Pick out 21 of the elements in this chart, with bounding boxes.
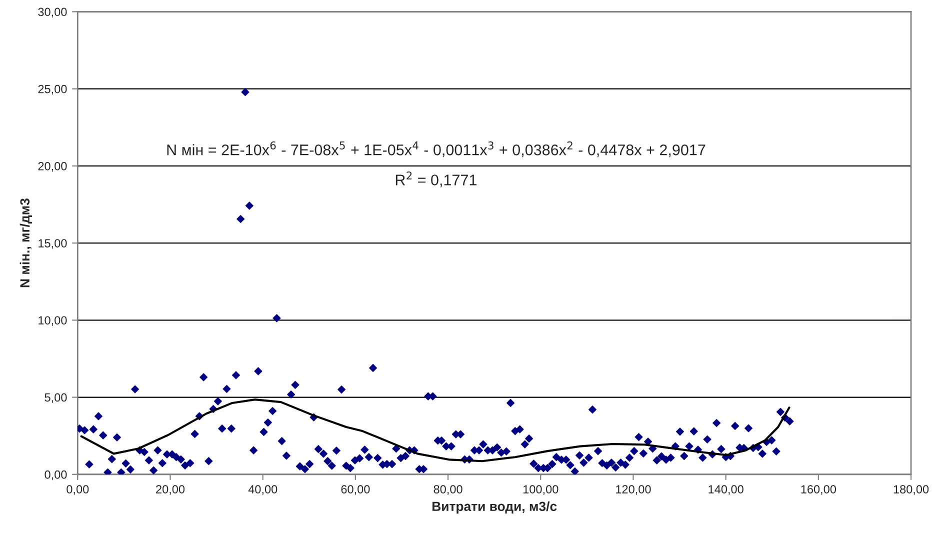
x-tick-label: 60,00	[341, 485, 370, 495]
x-axis-title: Витрати води, м3/с	[432, 501, 557, 514]
x-tick-label: 180,00	[894, 485, 929, 495]
x-tick-label: 20,00	[156, 485, 185, 495]
x-tick-label: 160,00	[801, 485, 836, 495]
x-tick-label: 120,00	[616, 485, 651, 495]
y-tick-label: 20,00	[38, 162, 67, 172]
y-tick-label: 25,00	[38, 84, 67, 95]
text: N мін = 2E-10x$^{6}$ - 7E-08x$^{5}$ + 1E-05x$^{4}$ - 0,0011x$^{3}$ + 0,0386x$^{2}$ - 0,4478x + 2,9017	[167, 141, 706, 158]
x-tick-label: 140,00	[708, 485, 744, 495]
x-tick-label: 0,00	[66, 485, 89, 495]
y-tick-label: 0,00	[44, 470, 67, 480]
annotation: R$^{2}$ = 0,1771	[396, 171, 476, 188]
y-tick-label: 15,00	[38, 239, 67, 249]
x-tick-label: 40,00	[248, 485, 278, 495]
x-tick-label: 100,00	[523, 485, 558, 495]
x-tick-label: 80,00	[434, 485, 462, 495]
y-tick-label: 30,00	[38, 8, 67, 18]
y-axis-title: N мін., мг/дм3	[20, 198, 32, 288]
y-tick-label: 5,00	[44, 393, 67, 404]
y-tick-label: 10,00	[38, 316, 67, 326]
